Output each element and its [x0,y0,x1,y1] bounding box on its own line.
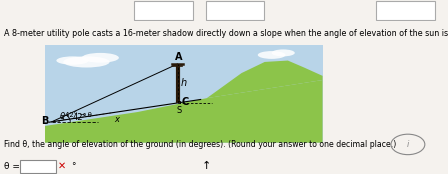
Polygon shape [207,61,323,98]
Text: A 8-meter utility pole casts a 16-meter shadow directly down a slope when the an: A 8-meter utility pole casts a 16-meter … [4,29,448,38]
Ellipse shape [63,56,110,68]
Ellipse shape [56,56,89,65]
FancyBboxPatch shape [134,1,193,20]
Text: 42°: 42° [73,113,87,122]
Text: 42° − θ: 42° − θ [65,112,92,118]
Text: B: B [41,116,48,126]
Text: °: ° [71,162,76,171]
Text: h: h [180,78,186,88]
Ellipse shape [82,53,119,63]
FancyBboxPatch shape [206,1,264,20]
Text: ↑: ↑ [202,161,211,171]
Polygon shape [45,45,323,143]
Ellipse shape [271,49,295,56]
Text: A: A [175,52,182,62]
FancyBboxPatch shape [20,160,56,173]
Text: x: x [114,115,120,124]
Ellipse shape [258,51,285,59]
Text: Find θ, the angle of elevation of the ground (in degrees). (Round your answer to: Find θ, the angle of elevation of the gr… [4,140,397,149]
Text: C: C [182,97,189,107]
Text: i: i [407,140,409,149]
Polygon shape [45,80,323,143]
Text: θ =: θ = [4,162,20,171]
FancyBboxPatch shape [376,1,435,20]
Text: S: S [176,106,181,115]
Text: ✕: ✕ [58,161,66,171]
Text: θ: θ [60,112,65,121]
